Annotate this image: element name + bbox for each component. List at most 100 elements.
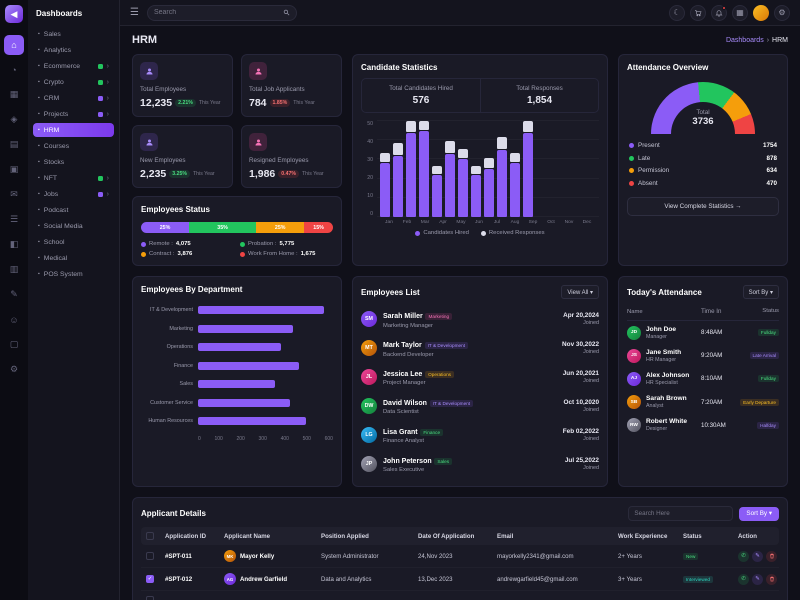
bar-received-responses (458, 148, 468, 159)
apps-launcher-icon[interactable]: ▦ (732, 4, 748, 21)
view-complete-statistics-button[interactable]: View Complete Statistics → (627, 196, 779, 216)
chart-pie-icon[interactable]: ◔ (11, 64, 17, 75)
gridline (377, 139, 599, 141)
delete-icon[interactable] (766, 550, 777, 562)
edit-icon[interactable]: ✎ (752, 550, 763, 562)
employee-name: David Wilson (383, 399, 427, 407)
department-bar (198, 306, 324, 314)
notifications-bell-icon[interactable] (711, 4, 727, 21)
department-row: Finance (141, 361, 333, 370)
menu-list-icon[interactable]: ☰ (9, 214, 19, 224)
joined-date: Jun 20,2021 (562, 370, 599, 378)
x-tick-label: 400 (280, 435, 289, 442)
dark-mode-moon-icon[interactable]: ☾ (669, 4, 685, 21)
apps-grid-icon[interactable]: ▦ (9, 89, 19, 99)
sidebar-item-stocks[interactable]: ▪ Stocks (33, 155, 114, 169)
table-row: #SPT-011 MK Mayor Kelly System Administra… (141, 545, 779, 569)
legend-value: 5,775 (279, 241, 295, 247)
legend-dot (240, 251, 245, 257)
bar-track (198, 398, 333, 407)
legend-item: Probation : 5,775 (240, 241, 333, 247)
view-all-button[interactable]: View All ▾ (561, 285, 599, 299)
widgets-icon[interactable]: ◧ (9, 239, 19, 249)
attendee-role: HR Specialist (646, 379, 678, 386)
sidebar-item-pos-system[interactable]: ▪ POS System (33, 267, 114, 281)
forms-icon[interactable]: ✎ (10, 289, 18, 299)
user-avatar[interactable] (753, 4, 769, 21)
legend-label: Permission (638, 167, 670, 174)
delete-icon[interactable] (766, 573, 777, 585)
sidebar-item-analytics[interactable]: ▪ Analytics (33, 43, 114, 57)
pages-icon[interactable]: ▢ (9, 339, 19, 349)
search-icon[interactable] (283, 9, 290, 16)
cart-icon[interactable] (690, 4, 706, 21)
breadcrumb-current: HRM (772, 36, 788, 44)
stat-note: This Year (293, 100, 315, 106)
department-badge: Operations (425, 370, 455, 378)
employees-icon (140, 62, 158, 80)
search-input[interactable] (153, 9, 279, 16)
sidebar-item-podcast[interactable]: ▪ Podcast (33, 203, 114, 217)
legend-value: 1754 (762, 142, 777, 149)
home-icon[interactable]: ⌂ (4, 34, 24, 55)
sidebar-item-social-media[interactable]: ▪ Social Media (33, 219, 114, 233)
row-checkbox[interactable] (146, 552, 154, 561)
stat-value: 1,986 (249, 168, 276, 180)
total-responses: Total Responses 1,854 (480, 79, 598, 112)
breadcrumb-dashboards[interactable]: Dashboards (725, 36, 764, 44)
sidebar-item-medical[interactable]: ▪ Medical (33, 251, 114, 265)
documents-icon[interactable]: ▤ (9, 139, 19, 149)
applicant-search-input[interactable] (634, 510, 728, 518)
sidebar-item-jobs[interactable]: ▪ Jobs › (33, 187, 114, 201)
edit-icon[interactable]: ✎ (752, 573, 763, 585)
total-value: 1,854 (526, 95, 553, 106)
status-segment: 25% (141, 222, 189, 233)
bar-column (445, 121, 455, 217)
projects-icon: ▪ (38, 110, 40, 117)
sidebar-item-label: Sales (43, 30, 61, 38)
bar-track (198, 380, 333, 388)
medical-icon: ▪ (38, 254, 40, 261)
sidebar-item-ecommerce[interactable]: ▪ Ecommerce › (33, 59, 114, 73)
users-icon[interactable]: ☺ (9, 314, 19, 325)
select-all-checkbox[interactable] (146, 532, 154, 541)
settings-rail-icon[interactable]: ⚙ (9, 364, 19, 374)
call-icon[interactable]: ✆ (738, 550, 749, 562)
department-row: Sales (141, 380, 333, 388)
column-header: Date Of Application (418, 532, 475, 540)
bar-candidates-hired (393, 155, 403, 217)
bar-candidates-hired (445, 153, 455, 217)
department-label: Marketing (169, 325, 193, 332)
call-icon[interactable]: ✆ (738, 573, 749, 585)
sidebar-item-school[interactable]: ▪ School (33, 235, 114, 249)
table-row: #SPT-012 AG Andrew Garfield Data and Anal… (141, 568, 779, 592)
status-badge: Interviewed (683, 575, 713, 583)
calendar-icon[interactable]: ▣ (9, 164, 19, 174)
app-logo[interactable]: ◀ (5, 5, 23, 23)
status-badge: New (683, 552, 699, 560)
status-segment: 25% (256, 222, 305, 233)
applicant-sort-by-button[interactable]: Sort By ▾ (739, 506, 779, 521)
settings-gear-icon[interactable]: ⚙ (774, 4, 790, 21)
sidebar-item-label: Analytics (43, 46, 71, 54)
legend-item: Late 878 (629, 155, 777, 162)
row-checkbox[interactable] (146, 596, 154, 600)
sidebar-item-projects[interactable]: ▪ Projects › (33, 107, 114, 121)
tables-icon[interactable]: ▥ (9, 264, 19, 274)
sidebar-item-sales[interactable]: ▪ Sales (33, 27, 114, 41)
sidebar-item-label: Courses (43, 142, 70, 150)
column-header: Time In (701, 308, 722, 315)
attendee-name: Alex Johnson (646, 371, 690, 379)
bar-candidates-hired (406, 133, 416, 217)
sort-by-button[interactable]: Sort By ▾ (742, 285, 779, 299)
sidebar-item-crm[interactable]: ▪ CRM › (33, 91, 114, 105)
sidebar-item-nft[interactable]: ▪ NFT › (33, 171, 114, 185)
candidate-y-axis: 50 40 30 20 10 0 (361, 121, 373, 217)
sidebar-item-crypto[interactable]: ▪ Crypto › (33, 75, 114, 89)
sidebar-item-courses[interactable]: ▪ Courses (33, 139, 114, 153)
row-checkbox[interactable] (146, 575, 154, 584)
hamburger-menu-icon[interactable]: ☰ (130, 6, 139, 18)
sidebar-item-hrm[interactable]: ▪ HRM (33, 123, 114, 137)
mail-icon[interactable]: ✉ (10, 189, 18, 199)
components-icon[interactable]: ◈ (10, 114, 18, 124)
